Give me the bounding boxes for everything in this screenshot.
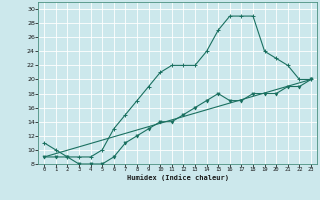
X-axis label: Humidex (Indice chaleur): Humidex (Indice chaleur) bbox=[127, 174, 228, 181]
